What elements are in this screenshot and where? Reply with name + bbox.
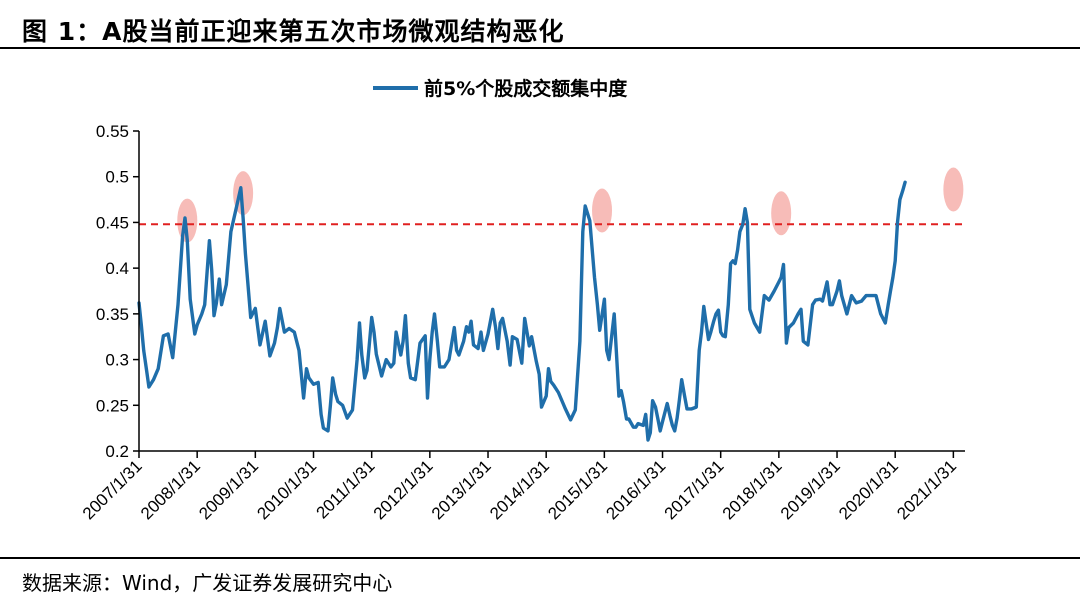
x-tick-label: 2012/1/31 (370, 456, 437, 523)
x-tick-label: 2018/1/31 (719, 456, 786, 523)
y-tick-label: 0.3 (105, 351, 129, 370)
x-tick-label: 2020/1/31 (835, 456, 902, 523)
x-tick-label: 2021/1/31 (893, 456, 960, 523)
y-tick-label: 0.25 (96, 396, 129, 415)
x-tick-label: 2010/1/31 (253, 456, 320, 523)
x-tick-label: 2019/1/31 (777, 456, 844, 523)
peak-highlight (771, 191, 792, 236)
y-tick-label: 0.2 (105, 442, 129, 461)
legend-label: 前5%个股成交额集中度 (424, 77, 628, 100)
peak-highlight (943, 167, 964, 212)
source-note: 数据来源：Wind，广发证券发展研究中心 (22, 571, 393, 595)
x-tick-label: 2013/1/31 (428, 456, 495, 523)
peak-highlights (177, 167, 964, 243)
y-tick-label: 0.4 (105, 259, 129, 278)
x-tick-label: 2007/1/31 (79, 456, 146, 523)
series-line (137, 180, 907, 442)
y-tick-label: 0.35 (96, 305, 129, 324)
x-tick-label: 2008/1/31 (137, 456, 204, 523)
peak-highlight (592, 188, 613, 233)
x-tick-label: 2016/1/31 (602, 456, 669, 523)
y-tick-label: 0.45 (96, 213, 129, 232)
source-rule (0, 557, 1080, 559)
x-tick-label: 2017/1/31 (661, 456, 728, 523)
chart: 前5%个股成交额集中度 0.2 0.25 0.3 0.35 0.4 0.45 0.5 0.55… (79, 77, 965, 523)
legend: 前5%个股成交额集中度 (373, 77, 628, 100)
title-rule (0, 47, 1080, 49)
axes: 0.20.250.30.350.40.450.50.552007/1/31200… (79, 122, 965, 523)
x-tick-label: 2015/1/31 (544, 456, 611, 523)
x-tick-label: 2014/1/31 (486, 456, 553, 523)
x-tick-label: 2009/1/31 (195, 456, 262, 523)
figure-title: 图 1：A股当前正迎来第五次市场微观结构恶化 (22, 17, 565, 46)
x-tick-label: 2011/1/31 (312, 456, 378, 522)
y-tick-label: 0.5 (105, 168, 129, 187)
y-tick-label: 0.55 (96, 122, 129, 141)
